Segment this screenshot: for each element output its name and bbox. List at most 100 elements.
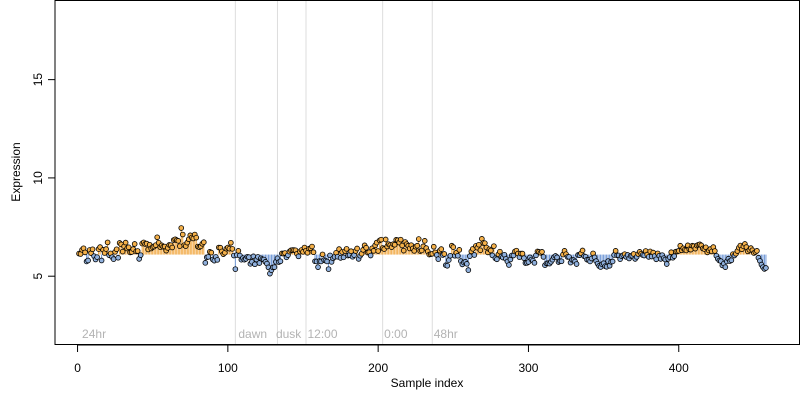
data-point [154,234,161,241]
data-point [455,252,461,259]
data-point [421,238,428,244]
y-tick-label: 15 [31,73,45,87]
phase-label: 12:00 [308,327,338,341]
data-point [178,225,185,231]
data-point [712,248,718,254]
data-point [125,244,132,251]
data-point [471,252,478,258]
data-point [414,242,421,249]
data-point [663,261,670,267]
data-point [382,236,389,243]
data-point [89,246,96,253]
phase-label: 48hr [434,327,458,341]
data-point [579,247,586,254]
data-point [363,244,369,251]
data-point [722,264,729,270]
data-point [444,262,451,269]
data-point [115,254,121,261]
y-tick-label: 5 [31,273,45,280]
data-point [391,241,398,248]
data-point [175,238,182,244]
data-point [539,249,545,255]
data-point [310,249,317,256]
data-point [343,246,350,252]
data-point [131,241,138,247]
data-point [202,260,209,266]
data-point [370,248,377,254]
y-axis: 5 10 15 [31,73,56,280]
plot-frame [54,0,800,345]
data-point [415,236,422,242]
data-point [573,261,580,267]
data-point [319,251,326,258]
data-point [325,266,332,272]
data-point [506,262,512,268]
data-point [246,254,252,260]
data-point [277,258,284,265]
data-point [497,248,503,255]
data-point [208,249,215,256]
data-point [205,254,212,260]
data-point [367,252,374,259]
data-point [540,254,547,260]
data-point [558,258,565,265]
data-point [315,264,321,270]
data-point [521,255,527,261]
data-point [435,256,442,262]
data-point [754,248,760,254]
data-point [340,254,347,261]
data-point [467,253,473,259]
data-point [122,239,129,246]
data-point [488,247,494,254]
data-point [201,239,207,245]
x-axis: 0 100 200 300 400 [74,344,689,375]
data-point [232,266,239,272]
data-point [430,243,437,250]
data-point [134,248,141,254]
data-point [441,251,448,257]
data-point [378,236,384,243]
data-point [465,267,472,273]
data-point [476,241,482,248]
y-axis-title: Expression [9,142,23,201]
data-point [103,246,109,252]
data-point [397,236,404,243]
data-point [450,244,457,250]
data-points [76,225,769,277]
data-point [671,253,678,259]
data-point [447,252,454,259]
phase-labels: 24hr dawn dusk 12:00 0:00 48hr [82,327,458,341]
data-point [82,249,88,256]
data-point [477,247,484,254]
phase-divider-lines [234,1,433,345]
data-point [169,244,176,251]
data-point [464,261,470,267]
data-point [400,247,407,254]
data-point [456,247,463,253]
x-tick-label: 400 [669,361,689,375]
data-point [354,245,360,252]
phase-label: 0:00 [384,327,408,341]
data-point [94,254,100,260]
phase-label: dawn [238,327,267,341]
x-tick-label: 100 [218,361,238,375]
data-point [491,243,497,249]
data-point [229,246,236,252]
data-point [85,257,91,264]
phase-label: dusk [276,327,302,341]
data-point [609,258,616,265]
data-point [214,257,221,263]
x-axis-title: Sample index [391,376,464,390]
x-tick-label: 300 [518,361,538,375]
data-point [104,239,111,246]
data-point [438,246,445,252]
data-point [176,243,183,249]
data-point [252,261,258,268]
y-tick-label: 10 [31,171,45,185]
data-point [119,248,126,255]
data-point [612,248,619,254]
x-tick-label: 200 [368,361,388,375]
data-point [324,258,330,265]
data-point [137,252,144,258]
